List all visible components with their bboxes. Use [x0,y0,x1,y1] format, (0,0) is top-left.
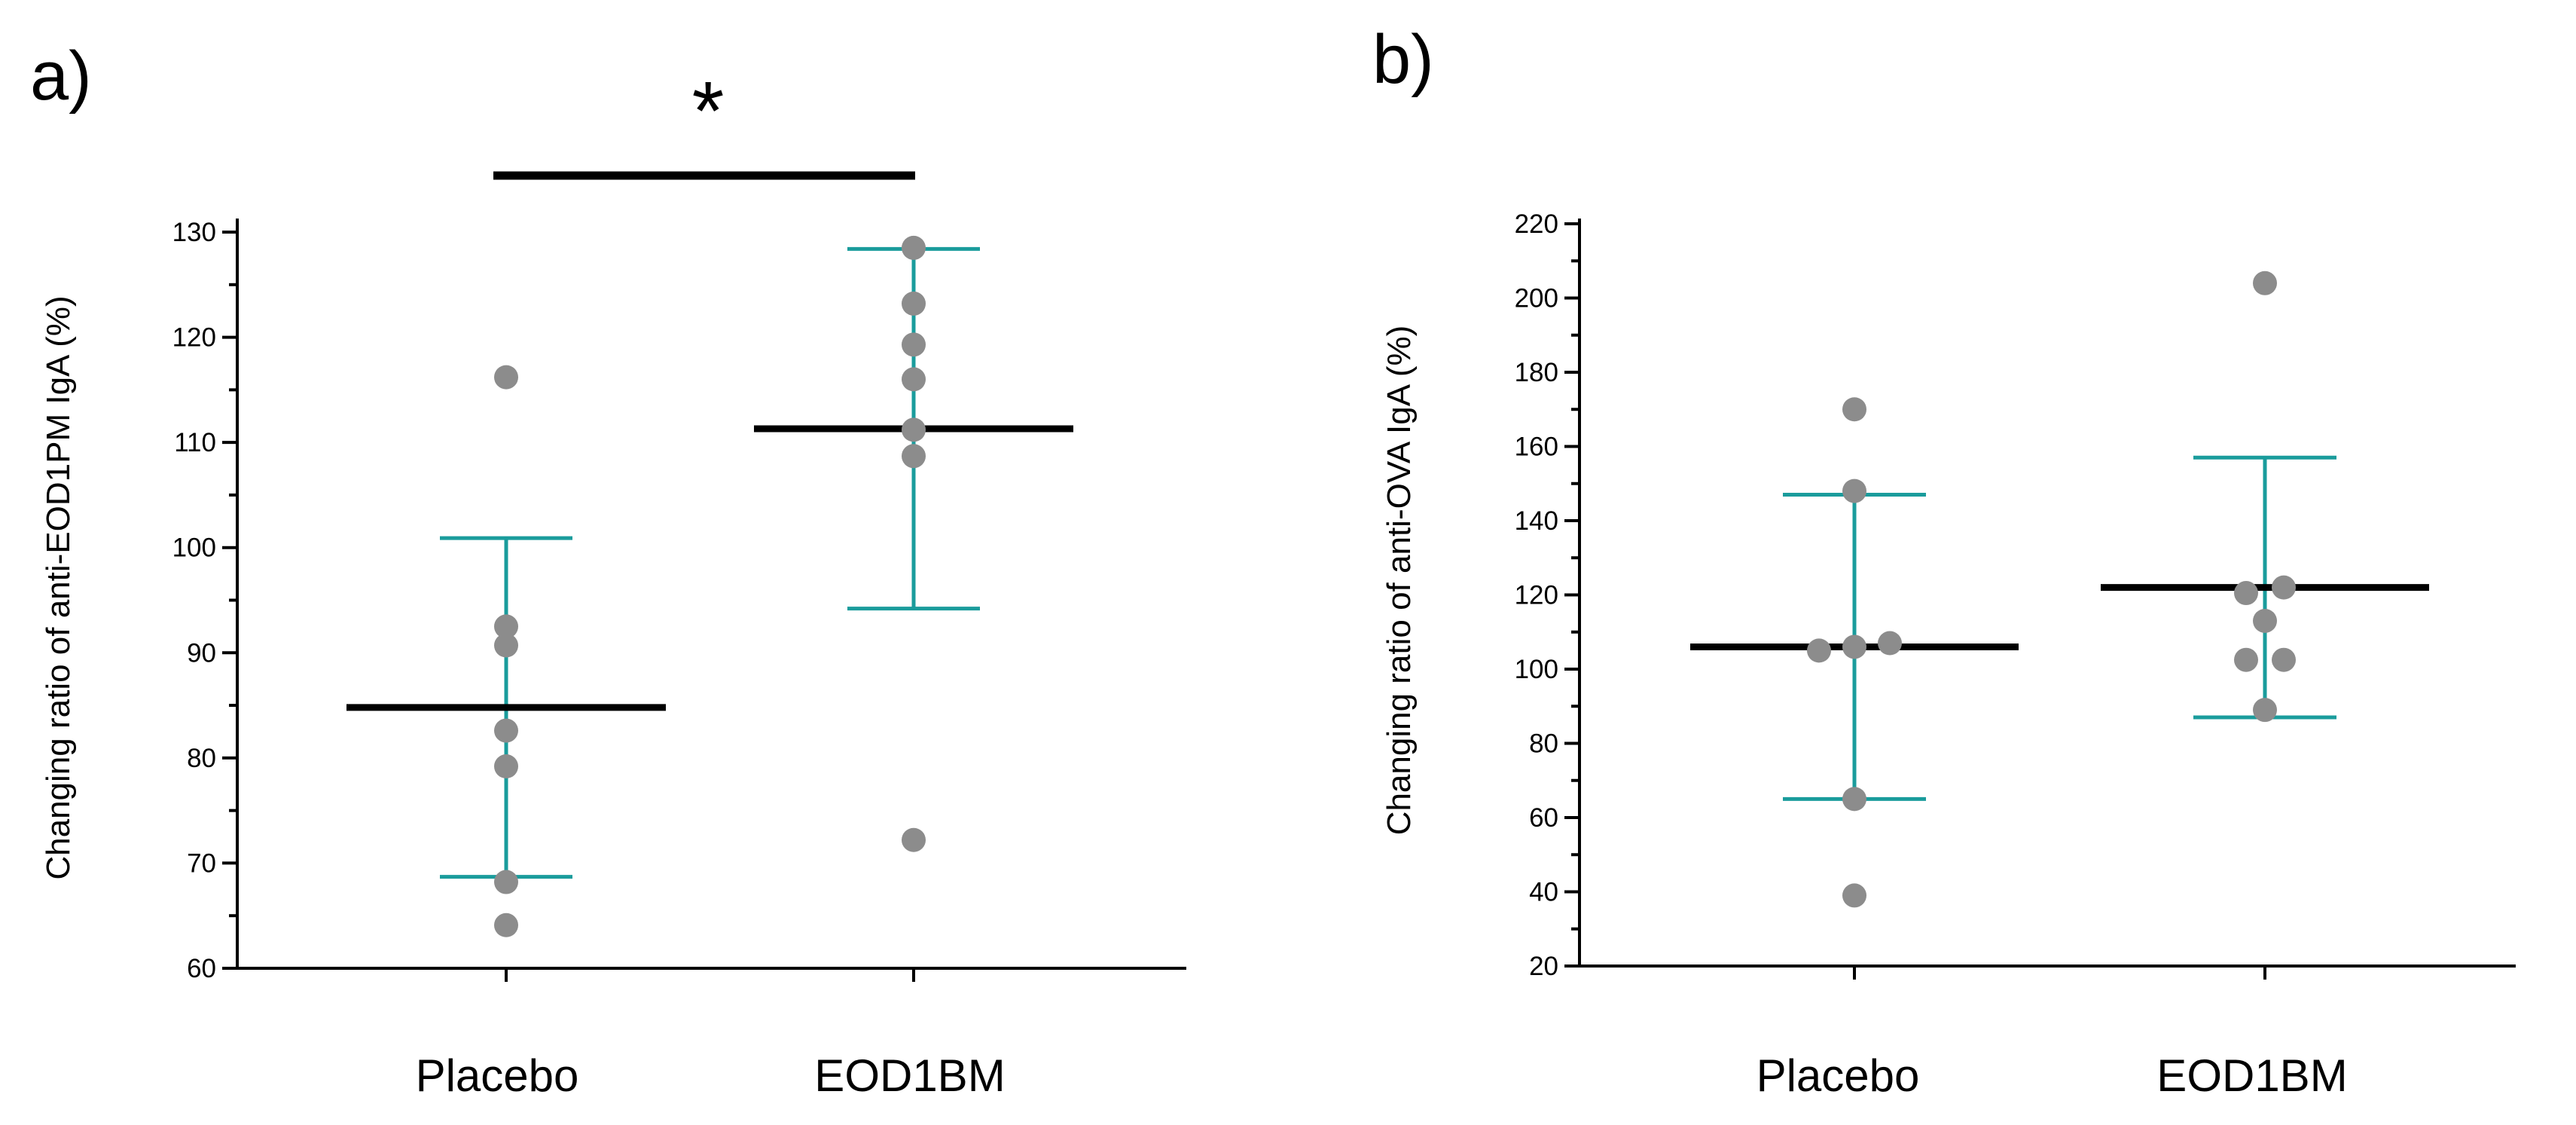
panel-a-category-placebo: Placebo [416,1050,579,1101]
panel-a-y-ticks: 60 70 80 90 100 110 120 130 [172,218,237,983]
panel-b-y-tick-label: 180 [1515,358,1558,387]
panel-a-y-tick-label: 80 [187,744,216,773]
panel-a-y-tick-label: 130 [172,218,216,247]
panel-a-marks [346,235,1073,937]
panel-a-y-tick-label: 70 [187,848,216,878]
panel-b: b) Changing ratio of anti-OVA IgA (%) 20… [1372,21,2516,1101]
panel-a-data-point-eod1bm [902,332,926,357]
panel-a-data-point-eod1bm [902,417,926,442]
panel-a-data-point-placebo [494,754,518,779]
panel-b-category-eod1bm: EOD1BM [2156,1050,2347,1101]
panel-b-data-point-placebo [1842,883,1866,908]
panel-b-data-point-eod1bm [2234,581,2258,606]
panel-b-data-point-placebo [1842,787,1866,812]
panel-a-data-point-eod1bm [902,827,926,852]
panel-b-y-tick-label: 80 [1529,729,1558,759]
panel-b-y-axis-label: Changing ratio of anti-OVA IgA (%) [1381,326,1418,836]
panel-a-y-tick-label: 120 [172,323,216,353]
panel-b-y-tick-label: 140 [1515,506,1558,536]
panel-a-y-axis-label: Changing ratio of anti-EOD1PM IgA (%) [40,295,77,879]
panel-a-data-point-placebo [494,365,518,390]
panel-a-data-point-placebo [494,718,518,743]
panel-a-y-tick-label: 100 [172,533,216,563]
panel-a-x-ticks [505,968,915,982]
panel-b-marks [1690,271,2429,908]
panel-b-data-point-placebo [1842,397,1866,422]
panel-a-data-point-placebo [494,614,518,639]
panel-a-data-point-placebo [494,633,518,658]
panel-a-data-point-eod1bm [902,235,926,260]
panel-b-data-point-eod1bm [2253,698,2277,723]
panel-b-data-point-placebo [1842,634,1866,659]
panel-a-y-tick-label: 90 [187,638,216,668]
panel-b-x-ticks [1853,966,2266,980]
panel-a-y-tick-label: 60 [187,954,216,983]
panel-b-y-tick-label: 160 [1515,433,1558,462]
panel-a-category-eod1bm: EOD1BM [814,1050,1005,1101]
panel-b-data-point-placebo [1878,631,1902,656]
panel-a-data-point-placebo [494,913,518,937]
panel-b-y-tick-label: 60 [1529,803,1558,833]
panel-b-y-tick-label: 20 [1529,952,1558,981]
panel-b-data-point-eod1bm [2253,271,2277,295]
panel-b-data-point-placebo [1842,478,1866,503]
panel-a-label: a) [30,38,92,115]
panel-b-y-ticks: 20 40 60 80 100 120 140 160 180 200 220 [1515,209,1579,981]
panel-b-y-tick-label: 40 [1529,878,1558,907]
panel-b-y-tick-label: 200 [1515,284,1558,313]
significance-star: * [692,65,725,157]
panel-b-label: b) [1372,21,1434,98]
panel-a-data-point-eod1bm [902,291,926,316]
panel-b-data-point-eod1bm [2272,575,2296,600]
panel-b-data-point-eod1bm [2272,647,2296,672]
panel-a-data-point-eod1bm [902,444,926,469]
panel-a-data-point-eod1bm [902,367,926,392]
panel-b-data-point-placebo [1807,638,1831,663]
panel-a: a) Changing ratio of anti-EOD1PM IgA (%)… [30,38,1186,1101]
panel-a-y-tick-label: 110 [174,428,216,457]
panel-b-y-tick-label: 100 [1515,655,1558,684]
panel-b-category-placebo: Placebo [1757,1050,1920,1101]
panel-b-y-tick-label: 120 [1515,581,1558,610]
panel-b-data-point-eod1bm [2253,608,2277,633]
panel-b-y-tick-label: 220 [1515,209,1558,239]
panel-a-data-point-placebo [494,870,518,894]
panel-b-data-point-eod1bm [2234,647,2258,672]
